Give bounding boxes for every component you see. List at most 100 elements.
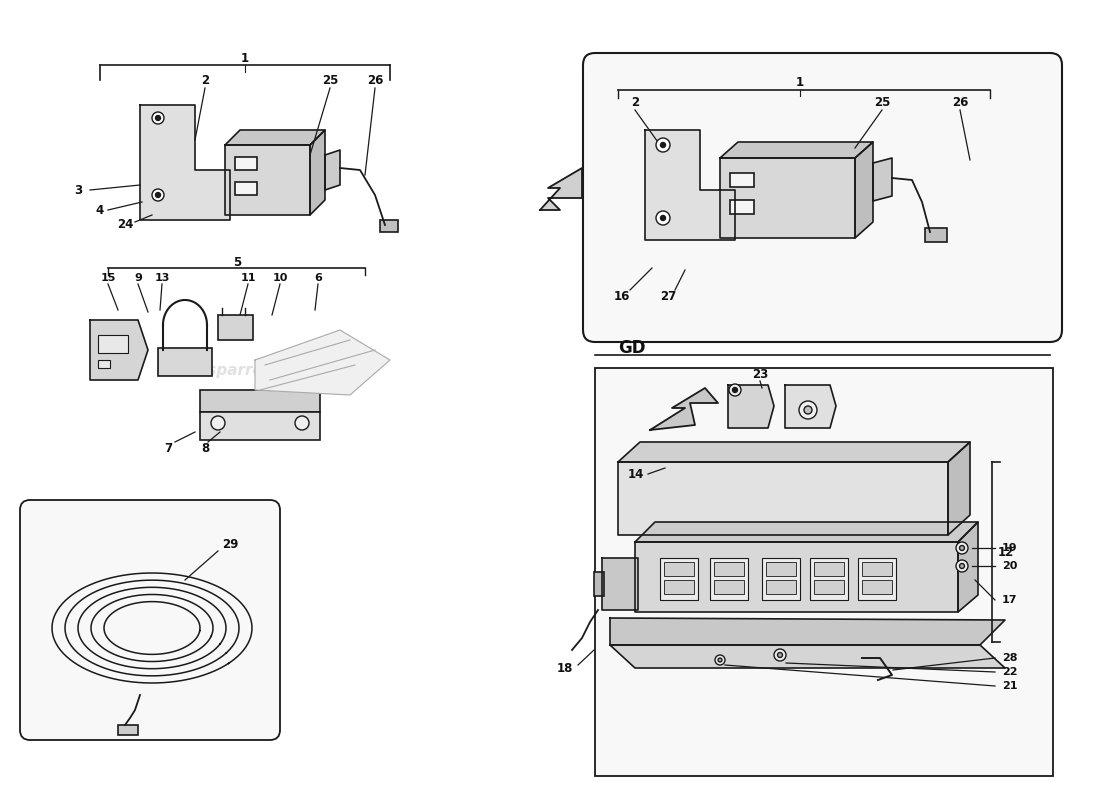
Text: 10: 10 <box>273 273 288 283</box>
Polygon shape <box>324 150 340 190</box>
Circle shape <box>211 416 226 430</box>
Bar <box>118 725 138 735</box>
Circle shape <box>729 384 741 396</box>
Circle shape <box>715 655 725 665</box>
Circle shape <box>152 112 164 124</box>
Text: 1: 1 <box>241 51 249 65</box>
Text: 27: 27 <box>660 290 676 302</box>
Text: 4: 4 <box>96 203 104 217</box>
Text: 2: 2 <box>631 97 639 110</box>
Text: GD: GD <box>618 339 646 357</box>
Text: 18: 18 <box>557 662 573 674</box>
Bar <box>200 412 320 440</box>
Bar <box>814 580 844 594</box>
Circle shape <box>660 142 666 147</box>
Bar <box>158 348 212 376</box>
Polygon shape <box>310 130 324 215</box>
Circle shape <box>656 138 670 152</box>
Polygon shape <box>855 142 873 238</box>
Polygon shape <box>226 145 310 215</box>
Polygon shape <box>785 385 836 428</box>
Text: eurosparres: eurosparres <box>96 619 209 637</box>
Bar <box>710 558 748 600</box>
Text: 17: 17 <box>1002 595 1018 605</box>
Circle shape <box>718 658 722 662</box>
Text: 21: 21 <box>1002 681 1018 691</box>
Polygon shape <box>958 522 978 612</box>
Circle shape <box>155 115 161 121</box>
Polygon shape <box>720 142 873 158</box>
Circle shape <box>660 215 666 221</box>
Text: 26: 26 <box>952 97 968 110</box>
Circle shape <box>956 560 968 572</box>
Polygon shape <box>618 462 948 535</box>
Text: 8: 8 <box>201 442 209 454</box>
Bar <box>379 220 398 232</box>
Text: 23: 23 <box>752 367 768 381</box>
Polygon shape <box>90 320 148 380</box>
Text: 1: 1 <box>796 75 804 89</box>
Text: eurosparres: eurosparres <box>734 581 867 599</box>
Bar <box>730 173 754 187</box>
Bar <box>766 580 796 594</box>
Bar <box>595 368 1053 776</box>
Bar <box>200 390 320 412</box>
Polygon shape <box>728 385 774 428</box>
Circle shape <box>956 542 968 554</box>
Polygon shape <box>618 442 970 462</box>
Text: 25: 25 <box>322 74 338 86</box>
Bar <box>730 200 754 214</box>
Text: 19: 19 <box>1002 543 1018 553</box>
Circle shape <box>778 653 782 658</box>
Bar <box>858 558 896 600</box>
Text: 16: 16 <box>614 290 630 302</box>
Text: eurosparres: eurosparres <box>738 191 861 209</box>
Polygon shape <box>948 442 970 535</box>
Text: 13: 13 <box>154 273 169 283</box>
Text: 6: 6 <box>315 273 322 283</box>
Text: 24: 24 <box>117 218 133 231</box>
Polygon shape <box>610 645 1005 668</box>
Circle shape <box>733 387 737 393</box>
FancyBboxPatch shape <box>20 500 281 740</box>
Polygon shape <box>610 618 1005 645</box>
Text: 28: 28 <box>1002 653 1018 663</box>
Text: 11: 11 <box>240 273 255 283</box>
Bar <box>714 580 744 594</box>
Bar <box>594 572 604 596</box>
Polygon shape <box>650 388 718 430</box>
Text: 29: 29 <box>222 538 239 551</box>
Text: 2: 2 <box>201 74 209 86</box>
Text: 26: 26 <box>366 74 383 86</box>
Bar <box>814 562 844 576</box>
Polygon shape <box>635 522 978 542</box>
Text: 22: 22 <box>1002 667 1018 677</box>
Bar <box>762 558 800 600</box>
Bar <box>810 558 848 600</box>
Bar <box>235 182 257 195</box>
Polygon shape <box>255 330 390 395</box>
Bar <box>235 157 257 170</box>
Text: 5: 5 <box>233 255 241 269</box>
Bar <box>98 360 110 368</box>
Polygon shape <box>720 158 855 238</box>
Bar <box>98 335 128 353</box>
Text: 14: 14 <box>628 467 645 481</box>
Text: 20: 20 <box>1002 561 1018 571</box>
Circle shape <box>774 649 786 661</box>
Bar <box>664 580 694 594</box>
Bar <box>925 228 947 242</box>
Text: eurosparres: eurosparres <box>168 362 272 378</box>
Text: 7: 7 <box>164 442 172 454</box>
Circle shape <box>155 193 161 198</box>
Bar <box>766 562 796 576</box>
Polygon shape <box>635 542 958 612</box>
Bar <box>660 558 698 600</box>
Bar <box>218 315 253 340</box>
Polygon shape <box>226 130 324 145</box>
Text: 9: 9 <box>134 273 142 283</box>
Text: 12: 12 <box>998 546 1014 558</box>
Text: eurosparres: eurosparres <box>188 169 311 187</box>
Bar <box>862 580 892 594</box>
Bar <box>862 562 892 576</box>
